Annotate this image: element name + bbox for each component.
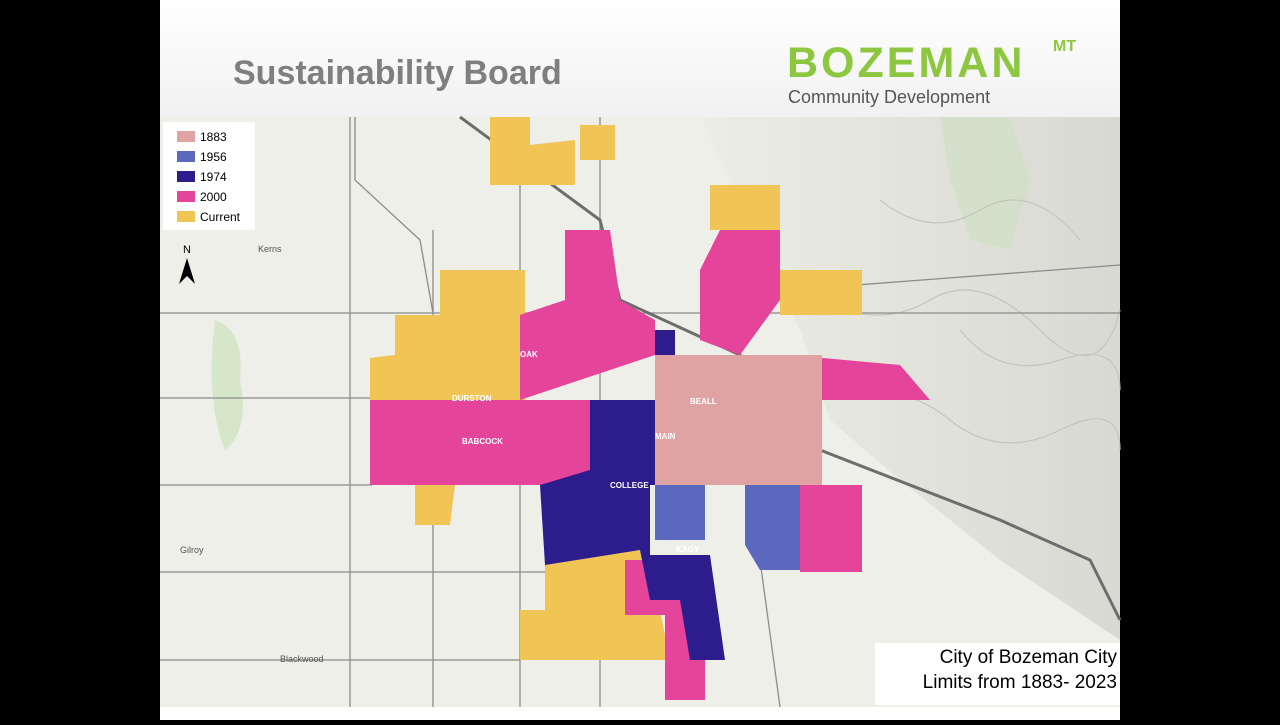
logo-suffix: MT [1053, 38, 1076, 55]
north-arrow: N [179, 244, 195, 284]
city-area [520, 610, 670, 660]
place-label: Blackwood [280, 654, 324, 664]
city-area [440, 270, 525, 315]
city-limits [370, 117, 930, 700]
legend: 1883 1956 1974 2000 Current [163, 122, 255, 230]
city-area [370, 315, 525, 400]
city-area [655, 330, 675, 355]
street-label: BEALL [690, 397, 717, 406]
map: DURSTON BABCOCK COLLEGE KAGY MAIN BEALL … [160, 115, 1122, 708]
city-area [655, 355, 822, 485]
street-label: OAK [520, 350, 538, 359]
place-label: Kerns [258, 244, 282, 254]
city-area [780, 270, 862, 315]
legend-swatch [177, 211, 195, 222]
legend-label: 1956 [200, 150, 227, 164]
place-label: Gilroy [180, 545, 204, 555]
legend-label: 1883 [200, 130, 227, 144]
legend-items: 1883 1956 1974 2000 Current [177, 130, 241, 224]
city-area [540, 400, 725, 660]
north-arrow-icon [179, 258, 195, 284]
street-labels: DURSTON BABCOCK COLLEGE KAGY MAIN BEALL … [452, 350, 717, 554]
street-label: COLLEGE [610, 481, 649, 490]
north-label: N [183, 244, 191, 256]
header [160, 0, 1120, 117]
logo-name: BOZEMAN [787, 39, 1025, 87]
forest [940, 117, 1030, 250]
legend-swatch [177, 191, 195, 202]
slide-title: Sustainability Board [233, 54, 562, 92]
zone-group [540, 330, 725, 660]
logo-department: Community Development [788, 87, 990, 107]
street-label: DURSTON [452, 394, 492, 403]
caption-box [875, 643, 1120, 705]
city-area [655, 485, 705, 540]
city-area [790, 355, 930, 400]
zone-group [655, 485, 800, 570]
city-area [370, 400, 655, 485]
legend-swatch [177, 171, 195, 182]
city-area [700, 230, 780, 355]
city-area [580, 125, 615, 160]
city-area [415, 485, 455, 525]
legend-swatch [177, 151, 195, 162]
legend-label: Current [200, 210, 241, 224]
place-labels: Gilroy Blackwood Kerns [180, 244, 324, 664]
legend-swatch [177, 131, 195, 142]
street-label: KAGY [676, 545, 700, 554]
city-area [800, 485, 862, 572]
caption-line: City of Bozeman City [940, 647, 1118, 668]
legend-label: 2000 [200, 190, 227, 204]
park [211, 320, 243, 450]
city-area [745, 485, 800, 570]
caption-line: Limits from 1883- 2023 [923, 672, 1117, 693]
city-area [520, 230, 655, 400]
legend-label: 1974 [200, 170, 227, 184]
street-label: MAIN [655, 432, 676, 441]
zone-group [655, 355, 822, 485]
city-area [710, 185, 780, 230]
city-area [490, 117, 575, 185]
street-label: BABCOCK [462, 437, 503, 446]
